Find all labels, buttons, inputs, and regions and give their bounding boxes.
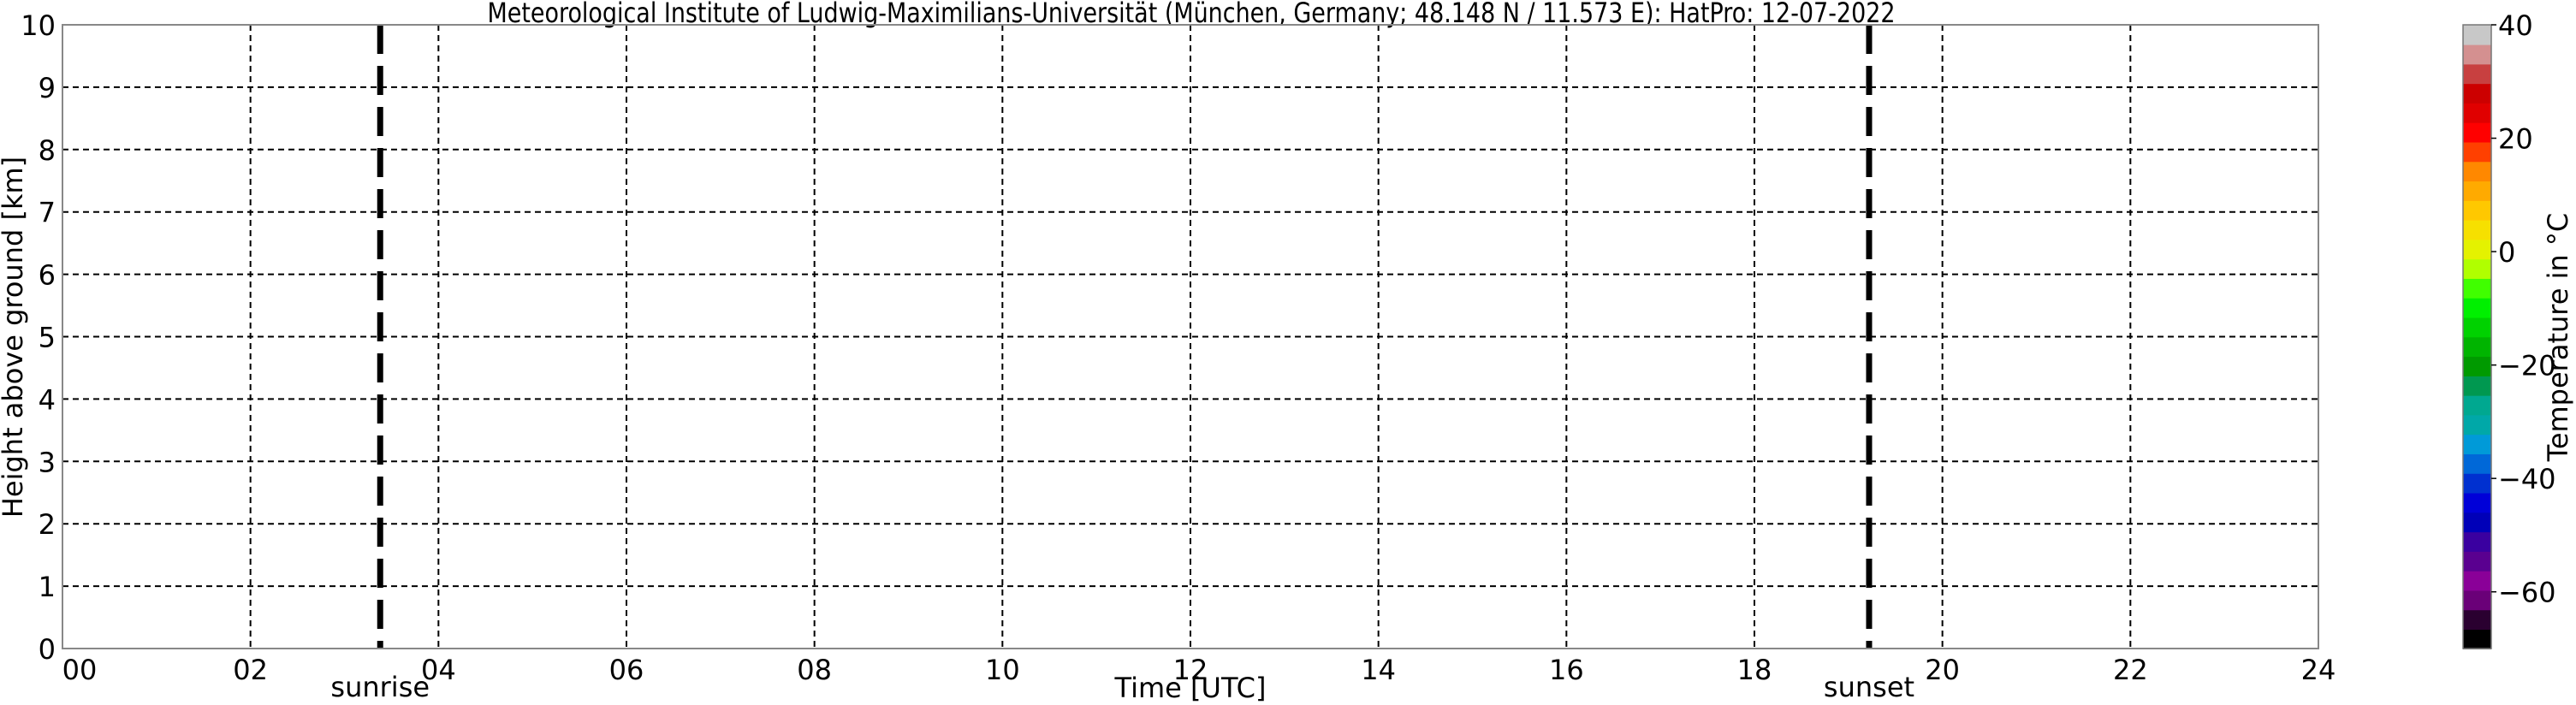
colorbar-segment	[2463, 63, 2491, 85]
x-tick-label: 18	[1737, 654, 1772, 686]
colorbar-segment	[2463, 121, 2491, 143]
colorbar-segment	[2463, 551, 2491, 572]
colorbar-segment	[2463, 453, 2491, 474]
colorbar-segment	[2463, 297, 2491, 318]
colorbar-segment	[2463, 44, 2491, 65]
colorbar-segment	[2463, 200, 2491, 221]
colorbar-tick-label: −60	[2498, 577, 2556, 609]
y-tick-label: 10	[21, 9, 56, 42]
colorbar-segment	[2463, 336, 2491, 358]
colorbar-segment	[2463, 531, 2491, 552]
colorbar-tick-label: −40	[2498, 463, 2556, 495]
x-tick-label: 02	[233, 654, 268, 686]
colorbar-segment	[2463, 103, 2491, 123]
colorbar-segment	[2463, 512, 2491, 533]
colorbar-segment	[2463, 589, 2491, 611]
y-tick-label: 0	[39, 633, 56, 666]
y-tick-label: 8	[39, 134, 56, 167]
colorbar-segment	[2463, 278, 2491, 299]
y-axis-label: Height above ground [km]	[0, 157, 29, 518]
colorbar-tick-label: 0	[2498, 236, 2515, 269]
colorbar-segment	[2463, 570, 2491, 591]
y-tick-label: 3	[39, 446, 56, 478]
colorbar-segment	[2463, 258, 2491, 279]
colorbar-segment	[2463, 394, 2491, 416]
x-tick-label: 06	[609, 654, 644, 686]
x-tick-label: 10	[985, 654, 1020, 686]
colorbar-tick-label: −20	[2498, 350, 2556, 382]
colorbar-tick-label: 20	[2498, 123, 2533, 156]
sunrise-label: sunrise	[330, 671, 430, 703]
colorbar-segment	[2463, 25, 2491, 45]
x-tick-label: 00	[62, 654, 98, 686]
colorbar-segment	[2463, 219, 2491, 240]
y-tick-label: 7	[39, 197, 56, 229]
colorbar-segment	[2463, 414, 2491, 435]
y-tick-label: 5	[39, 322, 56, 354]
y-ticks: 0 1 2 3 4 5 6 7 8 9 10	[21, 9, 56, 666]
colorbar-segment	[2463, 356, 2491, 376]
colorbar-segment	[2463, 239, 2491, 260]
x-axis-label: Time [UTC]	[1114, 672, 1267, 704]
grid	[62, 24, 2319, 649]
colorbar-segment	[2463, 629, 2491, 649]
y-tick-label: 1	[39, 571, 56, 603]
x-ticks: 00 02 04 06 08 10 12 14 16 18 20 22 24	[62, 654, 2336, 686]
colorbar-segment	[2463, 161, 2491, 182]
x-tick-label: 04	[421, 654, 456, 686]
colorbar-segment	[2463, 376, 2491, 396]
sunset-label: sunset	[1824, 671, 1914, 703]
x-tick-label: 12	[1173, 654, 1208, 686]
x-tick-label: 14	[1361, 654, 1396, 686]
colorbar-segment	[2463, 317, 2491, 338]
colorbar-segment	[2463, 141, 2491, 163]
colorbar-segment	[2463, 609, 2491, 631]
colorbar-tick-label: 40	[2498, 9, 2533, 42]
x-tick-label: 16	[1549, 654, 1584, 686]
colorbar-label: Temperature in °C	[2542, 213, 2574, 463]
colorbar-segment	[2463, 472, 2491, 494]
y-tick-label: 4	[39, 383, 56, 416]
colorbar-frame	[2462, 24, 2492, 649]
colorbar: 40 20 0 −20 −40 −60	[2462, 9, 2556, 649]
y-tick-label: 6	[39, 259, 56, 292]
colorbar-segment	[2463, 181, 2491, 201]
sun-annotations: sunrise sunset	[330, 25, 1914, 703]
colorbar-segment	[2463, 492, 2491, 513]
colorbar-segment	[2463, 434, 2491, 454]
y-tick-label: 2	[39, 508, 56, 541]
colorbar-segment	[2463, 83, 2491, 104]
x-tick-label: 24	[2301, 654, 2336, 686]
plot-frame	[62, 24, 2319, 649]
x-tick-label: 20	[1925, 654, 1960, 686]
x-tick-label: 22	[2113, 654, 2148, 686]
x-tick-label: 08	[797, 654, 832, 686]
y-tick-label: 9	[39, 72, 56, 104]
